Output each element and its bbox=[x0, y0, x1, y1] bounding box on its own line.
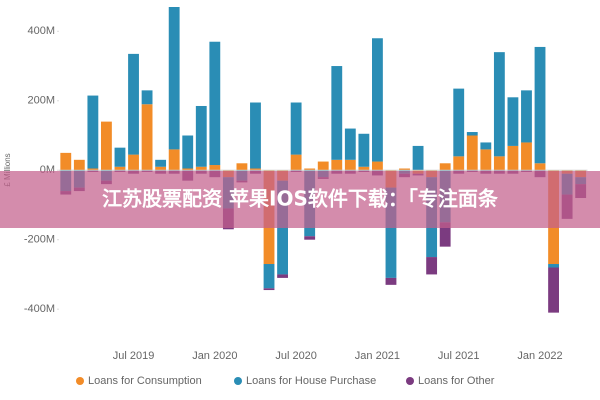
bar bbox=[317, 161, 329, 171]
legend-marker bbox=[406, 377, 414, 385]
bar bbox=[304, 168, 316, 171]
bar bbox=[372, 161, 383, 171]
bar bbox=[73, 159, 85, 171]
bar bbox=[521, 142, 532, 171]
bar bbox=[141, 90, 153, 105]
bar bbox=[263, 288, 275, 291]
bar bbox=[466, 132, 478, 136]
bar bbox=[372, 38, 383, 162]
bar bbox=[195, 166, 207, 171]
bar bbox=[182, 168, 194, 171]
bar bbox=[385, 187, 397, 278]
x-tick-label: Jan 2020 bbox=[192, 350, 237, 362]
bar bbox=[155, 166, 167, 171]
bar bbox=[453, 156, 465, 171]
bar bbox=[493, 156, 505, 171]
bar bbox=[358, 133, 370, 167]
bar bbox=[209, 165, 221, 171]
bar bbox=[250, 102, 261, 169]
banner-text: 江苏股票配资 苹果IOS软件下载：「专注面条 bbox=[102, 187, 499, 211]
bar bbox=[60, 152, 72, 171]
bar bbox=[155, 159, 167, 167]
bar bbox=[480, 142, 492, 150]
x-tick-label: Jul 2021 bbox=[438, 350, 480, 362]
bar bbox=[480, 149, 492, 171]
bar bbox=[534, 163, 546, 171]
legend-label: Loans for Other bbox=[418, 375, 495, 387]
x-tick-label: Jul 2019 bbox=[113, 350, 155, 362]
bar bbox=[358, 166, 370, 171]
x-tick-label: Jul 2020 bbox=[275, 350, 317, 362]
bar bbox=[548, 264, 559, 268]
y-tick-label: 400M bbox=[27, 25, 55, 37]
legend-label: Loans for House Purchase bbox=[246, 375, 376, 387]
legend-marker bbox=[76, 377, 84, 385]
bar bbox=[87, 95, 99, 169]
bar bbox=[331, 159, 343, 171]
bar bbox=[182, 135, 194, 169]
bar bbox=[439, 222, 451, 247]
bar bbox=[290, 102, 302, 155]
bar bbox=[399, 168, 410, 171]
bar bbox=[453, 88, 465, 157]
y-axis-label: £ Millions bbox=[3, 153, 12, 186]
banner bbox=[0, 171, 600, 228]
bar bbox=[250, 168, 261, 171]
legend-label: Loans for Consumption bbox=[88, 375, 202, 387]
bar bbox=[128, 154, 139, 171]
x-tick-label: Jan 2021 bbox=[355, 350, 400, 362]
bar bbox=[236, 163, 248, 171]
bar bbox=[290, 154, 302, 171]
bar bbox=[507, 97, 519, 146]
bar bbox=[344, 128, 356, 160]
bar bbox=[87, 168, 99, 171]
bar bbox=[263, 264, 275, 289]
bar bbox=[426, 257, 438, 275]
bar bbox=[344, 159, 356, 171]
x-tick-label: Jan 2022 bbox=[517, 350, 562, 362]
bar bbox=[114, 166, 126, 171]
bar bbox=[141, 104, 153, 171]
bar bbox=[128, 53, 139, 155]
bar bbox=[304, 236, 316, 240]
bar bbox=[195, 105, 207, 167]
bar bbox=[534, 46, 546, 164]
y-tick-label: -200M bbox=[24, 234, 55, 246]
bar bbox=[385, 277, 397, 285]
bar bbox=[277, 274, 288, 278]
bar bbox=[209, 41, 221, 166]
bar bbox=[168, 149, 180, 171]
bar bbox=[548, 267, 559, 313]
bar bbox=[101, 121, 112, 171]
bar bbox=[507, 145, 519, 171]
bar bbox=[114, 147, 126, 167]
bar bbox=[168, 7, 180, 150]
y-tick-label: -400M bbox=[24, 303, 55, 315]
bar bbox=[439, 163, 451, 171]
bar bbox=[521, 90, 532, 143]
bar bbox=[466, 135, 478, 171]
bar bbox=[493, 52, 505, 157]
y-tick-label: 200M bbox=[27, 95, 55, 107]
legend-marker bbox=[234, 377, 242, 385]
bar bbox=[412, 145, 424, 171]
bar bbox=[331, 66, 343, 160]
